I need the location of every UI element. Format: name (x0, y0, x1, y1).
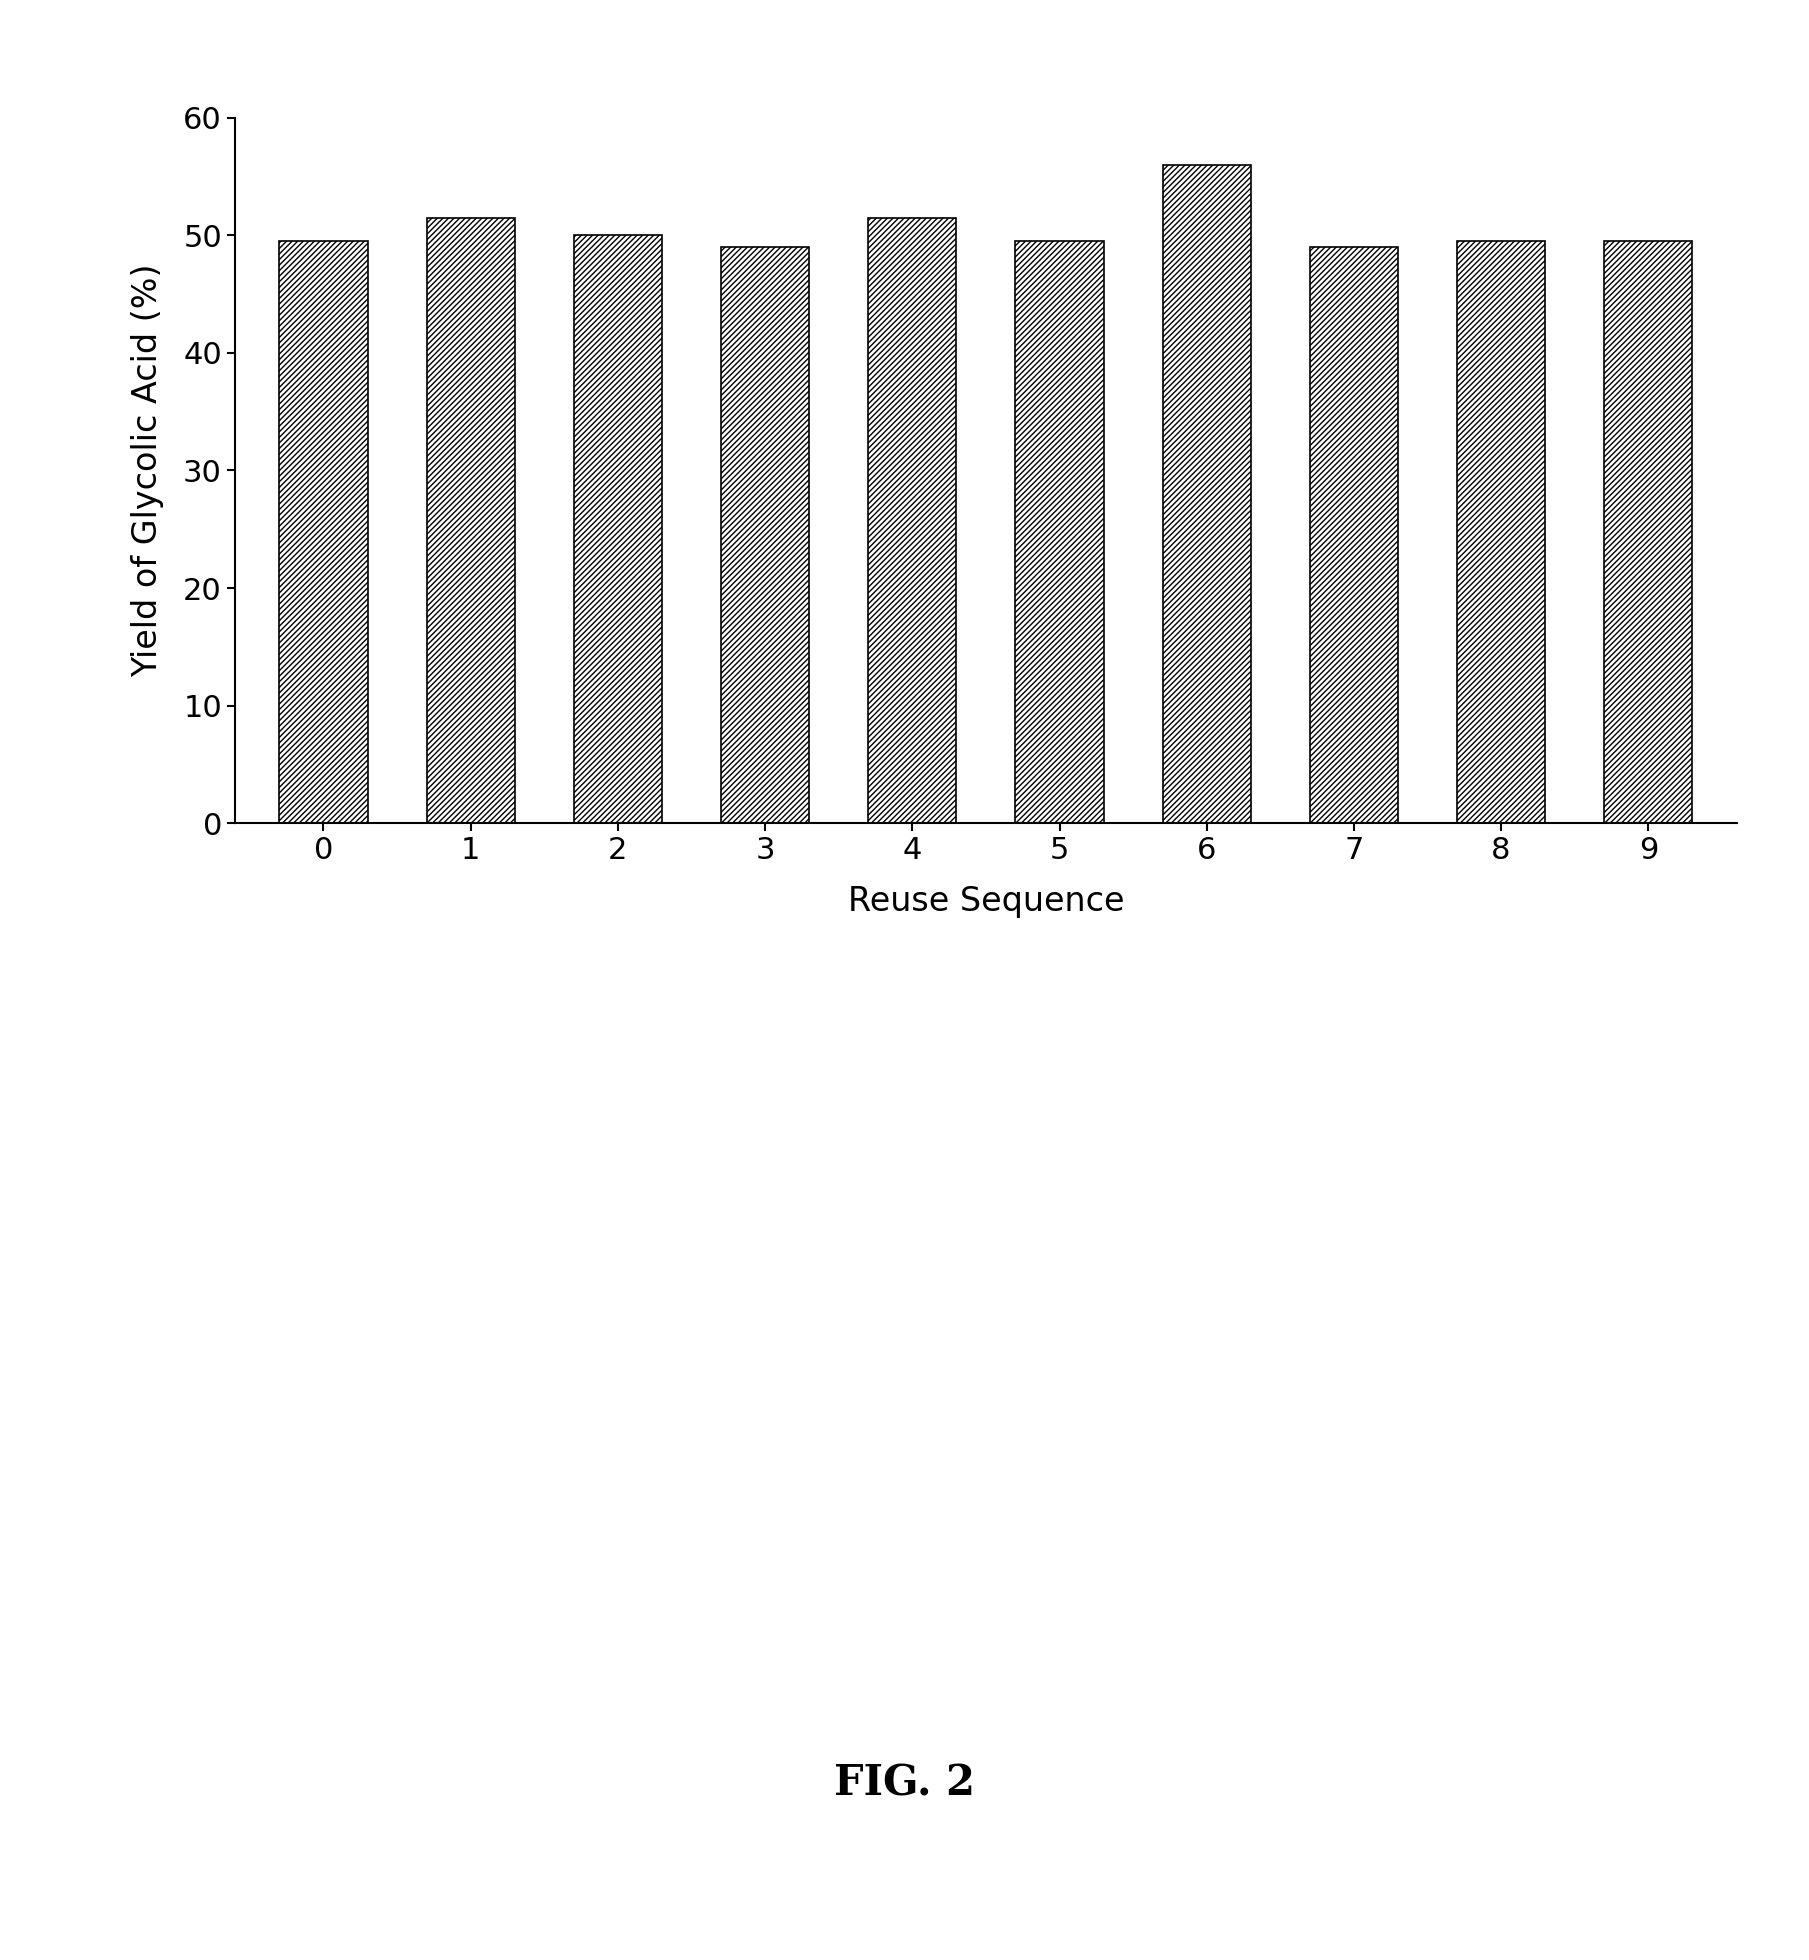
Bar (427, 218, 516, 823)
Bar (868, 218, 957, 823)
Bar (1163, 165, 1250, 823)
Bar (1015, 241, 1103, 823)
Y-axis label: Yield of Glycolic Acid (%): Yield of Glycolic Acid (%) (130, 265, 163, 676)
Text: FIG. 2: FIG. 2 (834, 1762, 975, 1805)
Bar (1605, 241, 1693, 823)
Bar (573, 235, 662, 823)
Bar (279, 241, 367, 823)
Bar (1310, 247, 1398, 823)
Bar (722, 247, 809, 823)
X-axis label: Reuse Sequence: Reuse Sequence (848, 884, 1123, 917)
Bar (1456, 241, 1545, 823)
